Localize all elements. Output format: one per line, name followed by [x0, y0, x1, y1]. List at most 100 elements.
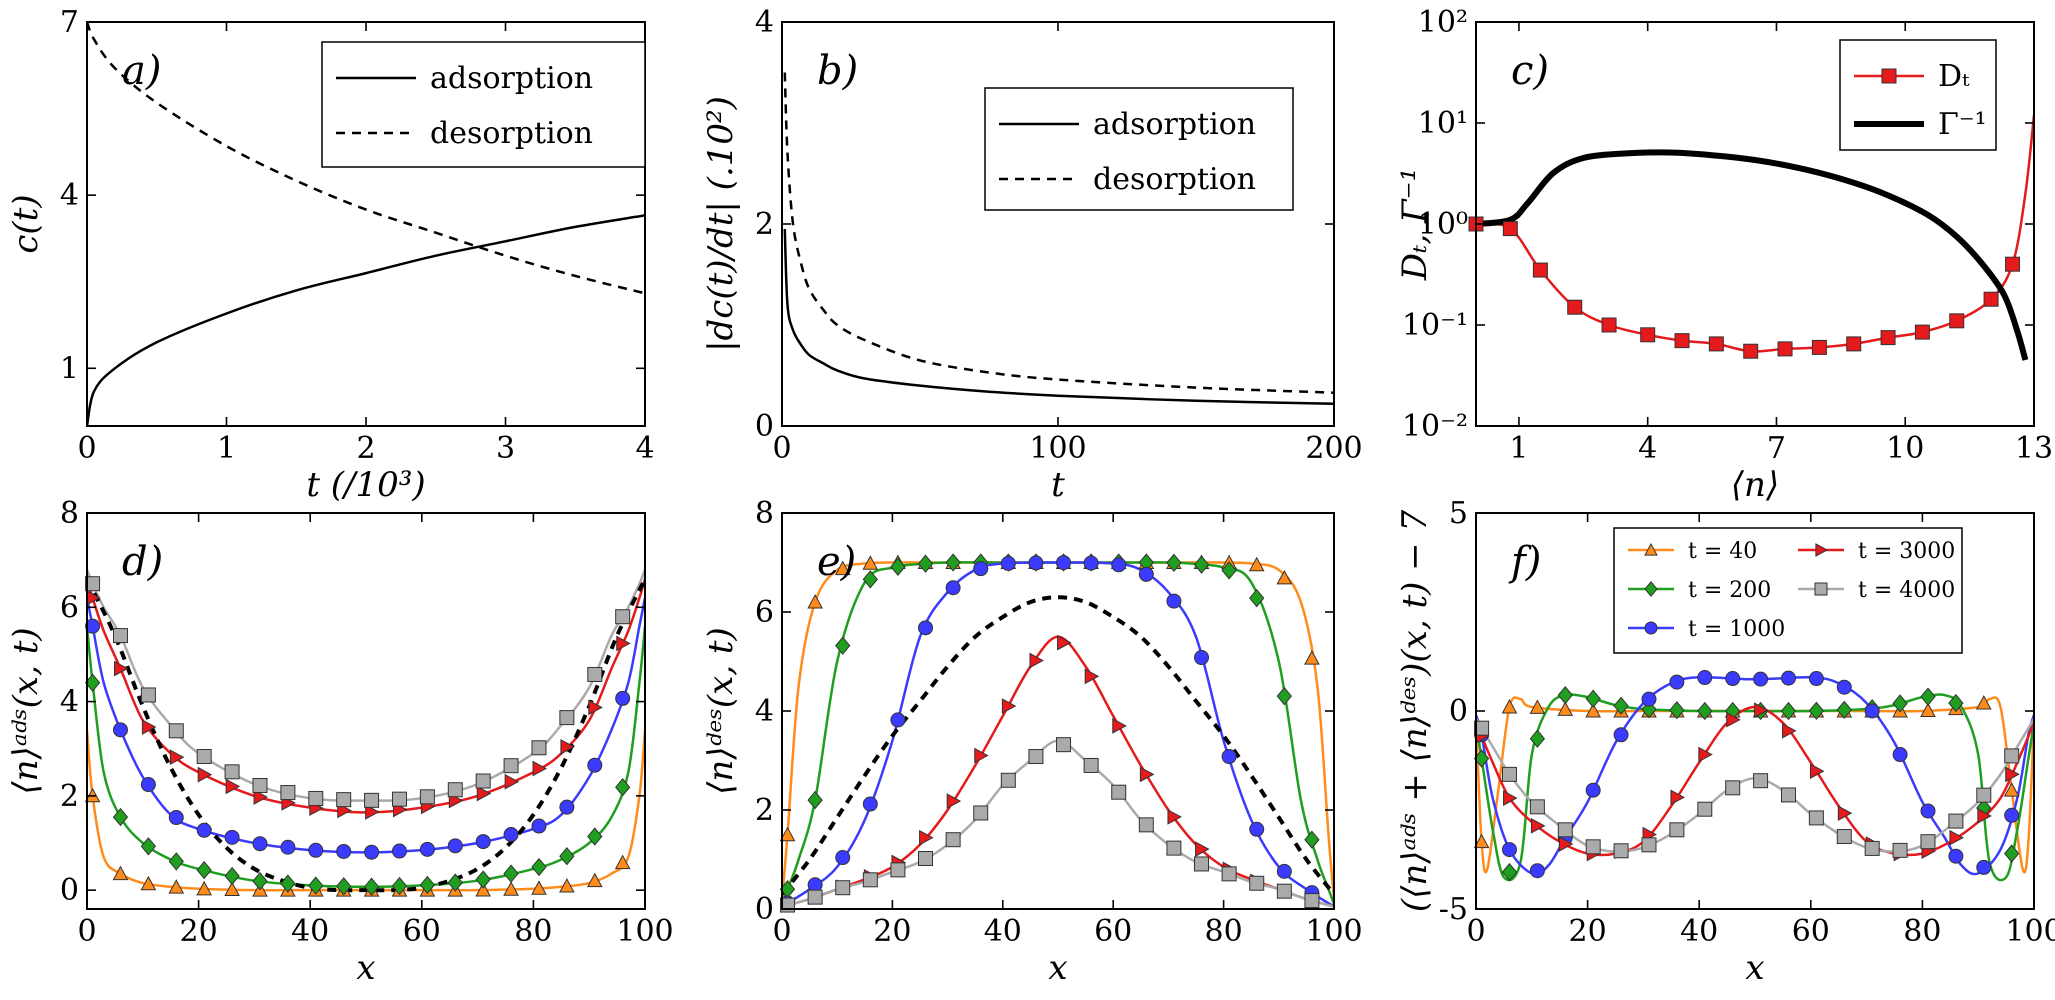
data-point-d-0-21 — [196, 880, 213, 896]
data-point-c-0-10 — [1811, 339, 1827, 355]
y-axis-label-a: c(t) — [6, 194, 46, 253]
data-point-d-1-6 — [112, 807, 129, 827]
data-point-f-3-91 — [1977, 808, 1992, 824]
x-tick-label-a: 1 — [217, 431, 236, 466]
data-point-e-1-86 — [1249, 588, 1265, 608]
y-tick-label-a: 4 — [60, 178, 79, 213]
data-point-f-4-76 — [1892, 842, 1908, 858]
data-point-e-4-31 — [945, 832, 961, 848]
y-tick-label-b: 2 — [755, 207, 774, 242]
data-point-f-1-11 — [1529, 729, 1546, 748]
data-point-f-0-11 — [1529, 699, 1546, 714]
data-point-f-2-21 — [1585, 782, 1601, 798]
x-axis-label-c: ⟨n⟩ — [1731, 465, 1779, 505]
data-point-e-4-26 — [918, 851, 934, 867]
data-point-d-0-86 — [559, 878, 575, 893]
data-point-e-4-46 — [1028, 749, 1044, 765]
y-axis-label-e: ⟨n⟩ᵈᵉˢ(x, t) — [701, 627, 741, 795]
series-line-e-1 — [782, 561, 1334, 905]
x-tick-label-e: 60 — [1094, 914, 1132, 949]
data-point-d-2-91 — [587, 757, 603, 773]
y-tick-label-a: 7 — [60, 5, 79, 40]
data-point-d-1-56 — [391, 876, 408, 896]
data-point-d-1-71 — [475, 870, 491, 889]
data-point-e-1-6 — [807, 790, 823, 810]
data-point-f-4-61 — [1808, 810, 1824, 826]
data-point-f-3-36 — [1670, 789, 1685, 806]
data-point-d-4-46 — [336, 792, 352, 808]
y-tick-label-c: 10⁻² — [1402, 409, 1468, 444]
x-tick-label-f: 0 — [1466, 914, 1485, 949]
axes-frame-e — [781, 512, 1335, 910]
data-point-e-2-26 — [918, 620, 934, 636]
data-point-e-4-16 — [862, 872, 878, 888]
series-markers-d-3 — [86, 590, 631, 820]
x-tick-label-f: 100 — [2005, 914, 2055, 949]
series-markers-c-0 — [1468, 216, 2021, 359]
data-point-e-3-31 — [946, 793, 962, 809]
x-tick-label-e: 100 — [1305, 914, 1362, 949]
y-tick-label-e: 4 — [755, 694, 774, 729]
data-point-d-1-91 — [587, 827, 603, 846]
data-point-f-2-91 — [1976, 859, 1992, 875]
legend-c: Dₜ Γ⁻¹ — [1839, 39, 1997, 151]
series-markers-d-0 — [84, 787, 631, 897]
data-point-e-3-46 — [1029, 652, 1044, 669]
data-point-c-0-15 — [1983, 291, 1999, 307]
x-tick-label-f: 60 — [1792, 914, 1830, 949]
legend-f: t = 40 t = 3000 t = 200 t = 4000 t = 1000 — [1613, 527, 1963, 654]
data-point-f-4-31 — [1641, 837, 1657, 853]
series-markers-d-2 — [85, 618, 631, 860]
x-tick-label-b: 0 — [772, 431, 791, 466]
data-point-d-4-21 — [196, 748, 212, 764]
data-point-d-4-86 — [559, 710, 575, 726]
data-point-d-2-56 — [391, 843, 407, 859]
data-point-f-3-46 — [1726, 711, 1741, 728]
data-point-e-4-61 — [1111, 784, 1127, 800]
data-point-d-3-31 — [253, 789, 269, 805]
data-point-d-2-11 — [140, 777, 156, 793]
series-markers-f-4 — [1474, 720, 2020, 859]
data-point-f-4-11 — [1529, 799, 1545, 815]
data-point-f-3-96 — [2005, 766, 2020, 783]
data-point-e-2-86 — [1249, 821, 1265, 837]
data-point-e-1-31 — [945, 553, 961, 572]
x-axis-label-d: x — [356, 948, 375, 988]
data-point-f-3-16 — [1558, 836, 1574, 852]
data-point-f-4-41 — [1697, 801, 1713, 817]
y-axis-label-b: |dc(t)/dt| (.10²) — [701, 96, 741, 352]
data-point-e-4-76 — [1194, 856, 1210, 872]
data-point-e-2-11 — [835, 850, 851, 866]
data-point-e-1-11 — [835, 636, 851, 655]
data-point-f-3-11 — [1530, 818, 1546, 834]
data-point-e-2-81 — [1221, 749, 1237, 765]
data-point-e-4-21 — [890, 862, 906, 878]
data-point-f-1-56 — [1780, 701, 1797, 721]
data-point-d-4-56 — [391, 791, 407, 807]
panel-d: 0 20 40 60 80 100 0 2 4 6 8 x ⟨n⟩ᵃᵈˢ(x, t) d) — [6, 496, 674, 988]
data-point-e-3-71 — [1167, 809, 1182, 825]
data-point-f-2-76 — [1892, 747, 1908, 763]
y-tick-label-c: 10⁰ — [1418, 207, 1468, 242]
data-point-d-4-96 — [615, 609, 631, 625]
data-point-e-1-26 — [917, 554, 934, 573]
data-point-d-4-26 — [224, 764, 240, 780]
y-tick-label-f: 0 — [1449, 694, 1468, 729]
series-markers-d-4 — [85, 576, 631, 808]
legend-a: adsorption desorption — [321, 41, 646, 168]
ticks-c: 1 4 7 10 13 10⁻² 10⁻¹ 10⁰ 10¹ 10² — [1402, 5, 2053, 466]
legend-label-a-1: desorption — [430, 116, 593, 151]
y-axis-label-f: (⟨n⟩ᵃᵈˢ + ⟨n⟩ᵈᵉˢ)(x, t) − 7 — [1395, 510, 1435, 913]
data-point-e-1-91 — [1276, 686, 1292, 706]
data-point-f-2-46 — [1725, 671, 1741, 687]
x-tick-label-d: 20 — [180, 914, 218, 949]
legend-label-a-0: adsorption — [430, 61, 593, 96]
legend-marker-f-0 — [1644, 542, 1658, 556]
data-point-f-3-56 — [1782, 722, 1797, 739]
data-point-d-2-46 — [336, 843, 352, 859]
data-point-d-3-76 — [504, 773, 520, 790]
legend-marker-f-4 — [1644, 621, 1658, 635]
data-point-d-4-66 — [447, 782, 463, 798]
data-point-e-3-66 — [1139, 766, 1155, 783]
series-line-e-3 — [782, 635, 1334, 908]
